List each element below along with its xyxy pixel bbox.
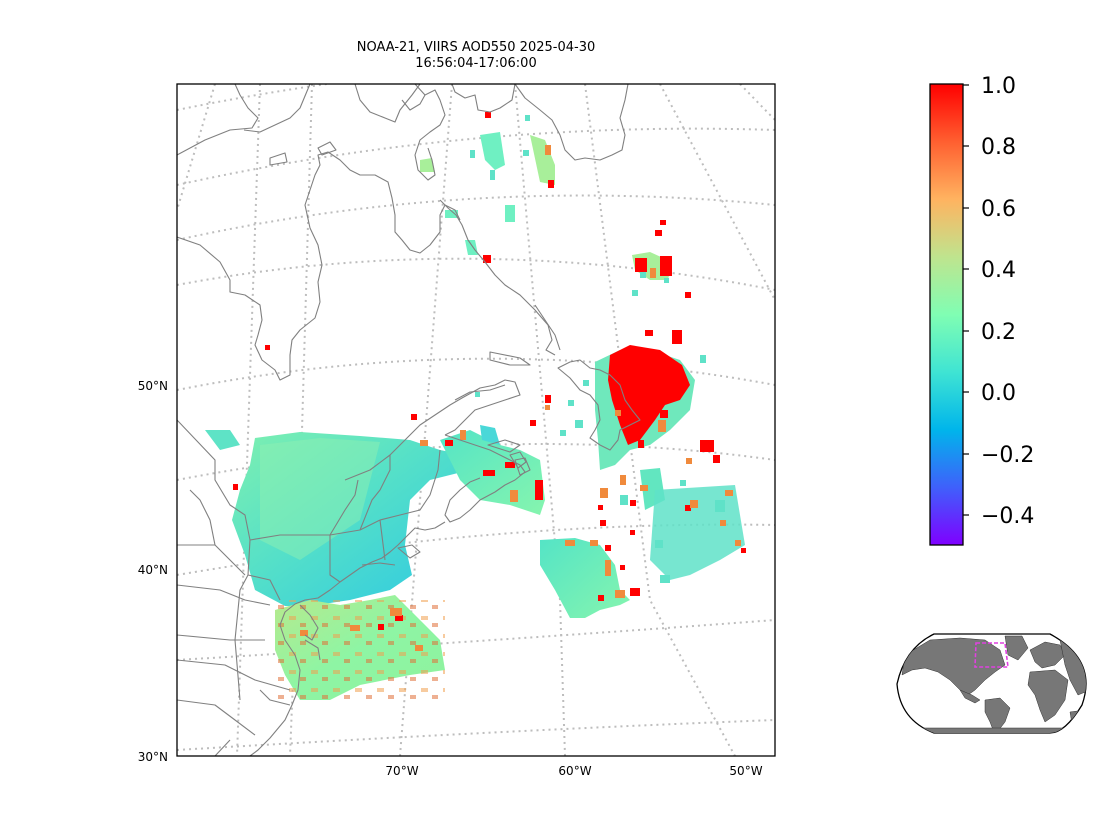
lon-label-70w: 70°W xyxy=(385,764,418,778)
colorbar-tick-label: 1.0 xyxy=(981,74,1016,99)
colorbar-tick-label: 0.0 xyxy=(981,381,1016,406)
colorbar: 1.0 0.8 0.6 0.4 0.2 0.0 −0.2 −0.4 xyxy=(929,74,1034,546)
colorbar-gradient xyxy=(929,83,964,546)
moderate-aod-points xyxy=(300,145,741,651)
colorbar-tick-label: −0.4 xyxy=(981,504,1034,529)
colorbar-tick-label: 0.6 xyxy=(981,197,1016,222)
colorbar-tick-label: 0.4 xyxy=(981,258,1016,283)
lat-label-40n: 40°N xyxy=(138,563,168,577)
lat-label-50n: 50°N xyxy=(138,379,168,393)
colorbar-tick-label: −0.2 xyxy=(981,443,1034,468)
map-frame xyxy=(176,83,776,757)
figure-time-range: 16:56:04-17:06:00 xyxy=(415,56,537,71)
aod-swaths xyxy=(205,132,745,705)
coastlines xyxy=(177,84,641,756)
colorbar-tick-label: 0.8 xyxy=(981,135,1016,160)
figure-title: NOAA-21, VIIRS AOD550 2025-04-30 xyxy=(356,40,596,55)
lat-label-30n: 30°N xyxy=(138,750,168,764)
inset-world-map xyxy=(896,633,1087,734)
lon-label-50w: 50°W xyxy=(729,764,762,778)
inset-region-box xyxy=(974,642,1009,668)
high-aod-points xyxy=(233,112,746,630)
aod-speckles xyxy=(470,115,725,583)
lon-label-60w: 60°W xyxy=(558,764,591,778)
colorbar-tick-label: 0.2 xyxy=(981,320,1016,345)
